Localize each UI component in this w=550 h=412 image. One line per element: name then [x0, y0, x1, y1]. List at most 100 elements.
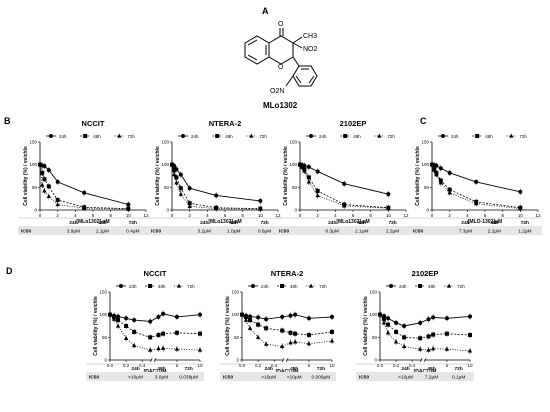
- legend-label: 72h: [457, 284, 465, 289]
- data-point: [42, 188, 47, 193]
- y-tick-label: 100: [99, 312, 107, 317]
- data-point: [169, 162, 175, 167]
- table-header: 24h: [69, 220, 77, 226]
- legend-label: 48h: [353, 134, 361, 139]
- x-tick-label: 0.2: [123, 363, 130, 368]
- table-header: 24h: [131, 366, 139, 372]
- series-line: [241, 314, 333, 336]
- x-tick-label: 2: [188, 213, 191, 218]
- y-tick-label: 0: [426, 208, 429, 213]
- table-cell: 7.2μM: [425, 375, 438, 381]
- x-tick-label: 12: [535, 213, 541, 218]
- x-tick-label: 0.0: [377, 363, 384, 368]
- x-tick-label: 0.4: [409, 363, 416, 368]
- data-point: [198, 312, 202, 317]
- legend-marker: [309, 134, 313, 138]
- chart-panel-c: 24h 48h 72h 0 50 100 150 0 2 4 6 8 10 12 [MLO-1302]μM C…: [410, 133, 542, 235]
- x-tick-label: 0: [171, 213, 174, 218]
- data-point: [264, 317, 269, 322]
- data-point: [256, 322, 261, 327]
- y-tick-label: 150: [421, 140, 429, 145]
- legend-marker: [119, 284, 123, 288]
- series-line: [379, 314, 471, 352]
- data-point: [116, 314, 121, 319]
- data-point: [197, 347, 203, 352]
- series-24h: [240, 311, 334, 323]
- data-point: [306, 341, 312, 346]
- legend-marker: [83, 134, 88, 138]
- table-row-bg: [148, 226, 282, 235]
- y-axis-label: Cell viability (%) / veichle: [225, 296, 231, 356]
- data-point: [178, 191, 184, 196]
- y-tick-label: 0: [294, 208, 297, 213]
- molecule-name: MLo1302: [263, 101, 298, 110]
- data-point: [288, 330, 293, 335]
- x-tick-label: 2: [316, 213, 319, 218]
- y-tick-label: 150: [29, 140, 37, 145]
- axis-break: [419, 357, 423, 363]
- x-tick-label: 4: [334, 213, 337, 218]
- data-point: [306, 333, 311, 338]
- ic50-table: 24h >10μM 48h >10μM 72h 0.009μM IC50: [220, 363, 336, 381]
- data-point: [438, 166, 443, 171]
- series-line: [171, 164, 261, 210]
- ic50-table: 24h 6.3μM 48h 2.1μM 72h 2.2μM IC50: [276, 217, 410, 235]
- legend-marker: [475, 134, 480, 138]
- table-row-bg: [356, 372, 474, 381]
- axis-break: [153, 357, 157, 363]
- data-point: [174, 175, 179, 180]
- data-point: [46, 194, 52, 198]
- data-point: [263, 341, 269, 346]
- chart-title: 2102EP: [340, 119, 367, 128]
- data-point: [431, 315, 436, 320]
- x-tick-label: 0.2: [393, 363, 400, 368]
- y-tick-label: 50: [164, 185, 170, 190]
- data-point: [107, 312, 113, 317]
- series-24h: [430, 161, 523, 195]
- x-tick-label: 0.4: [139, 363, 146, 368]
- legend-marker: [418, 284, 423, 288]
- series-72h: [37, 161, 131, 213]
- y-tick-label: 100: [369, 312, 377, 317]
- legend-label: 24h: [59, 134, 67, 139]
- data-point: [393, 339, 399, 344]
- data-point: [42, 164, 47, 169]
- legend-label: 24h: [129, 284, 137, 289]
- data-point: [418, 336, 423, 341]
- data-point: [386, 322, 391, 327]
- x-tick-label: 8: [241, 213, 244, 218]
- series-48h: [170, 161, 263, 212]
- ic50-label: IC50: [223, 375, 233, 381]
- y-tick-label: 100: [29, 162, 37, 167]
- axis-break: [281, 357, 285, 363]
- legend-label: 24h: [261, 284, 269, 289]
- mol-methyl: CH3: [303, 33, 317, 40]
- x-tick-label: 6: [352, 213, 355, 218]
- mol-nitro-1: NO2: [303, 46, 318, 53]
- data-point: [288, 313, 293, 318]
- x-tick-label: 10: [197, 363, 203, 368]
- x-tick-label: 0: [299, 213, 302, 218]
- table-cell: 0.4μM: [126, 229, 139, 235]
- series-line: [171, 164, 261, 210]
- data-point: [156, 333, 161, 338]
- x-tick-label: 12: [275, 213, 281, 218]
- data-point: [161, 311, 166, 316]
- data-point: [40, 170, 45, 175]
- table-header: 48h: [230, 220, 238, 226]
- y-axis-label: Cell viability (%) / veichle: [283, 146, 289, 206]
- table-header: 24h: [200, 220, 208, 226]
- data-point: [115, 323, 121, 328]
- data-point: [174, 314, 179, 319]
- x-tick-label: 2: [448, 213, 451, 218]
- legend-label: 24h: [191, 134, 199, 139]
- molecule-structure: [244, 28, 318, 87]
- table-cell: >10μM: [261, 375, 276, 381]
- legend: 24h 48h 72h: [116, 283, 195, 289]
- data-point: [172, 172, 177, 177]
- axis-break: [423, 357, 427, 363]
- data-point: [315, 169, 320, 174]
- data-point: [315, 188, 320, 193]
- axis-break: [149, 357, 153, 363]
- table-cell: 1.1μM: [96, 229, 109, 235]
